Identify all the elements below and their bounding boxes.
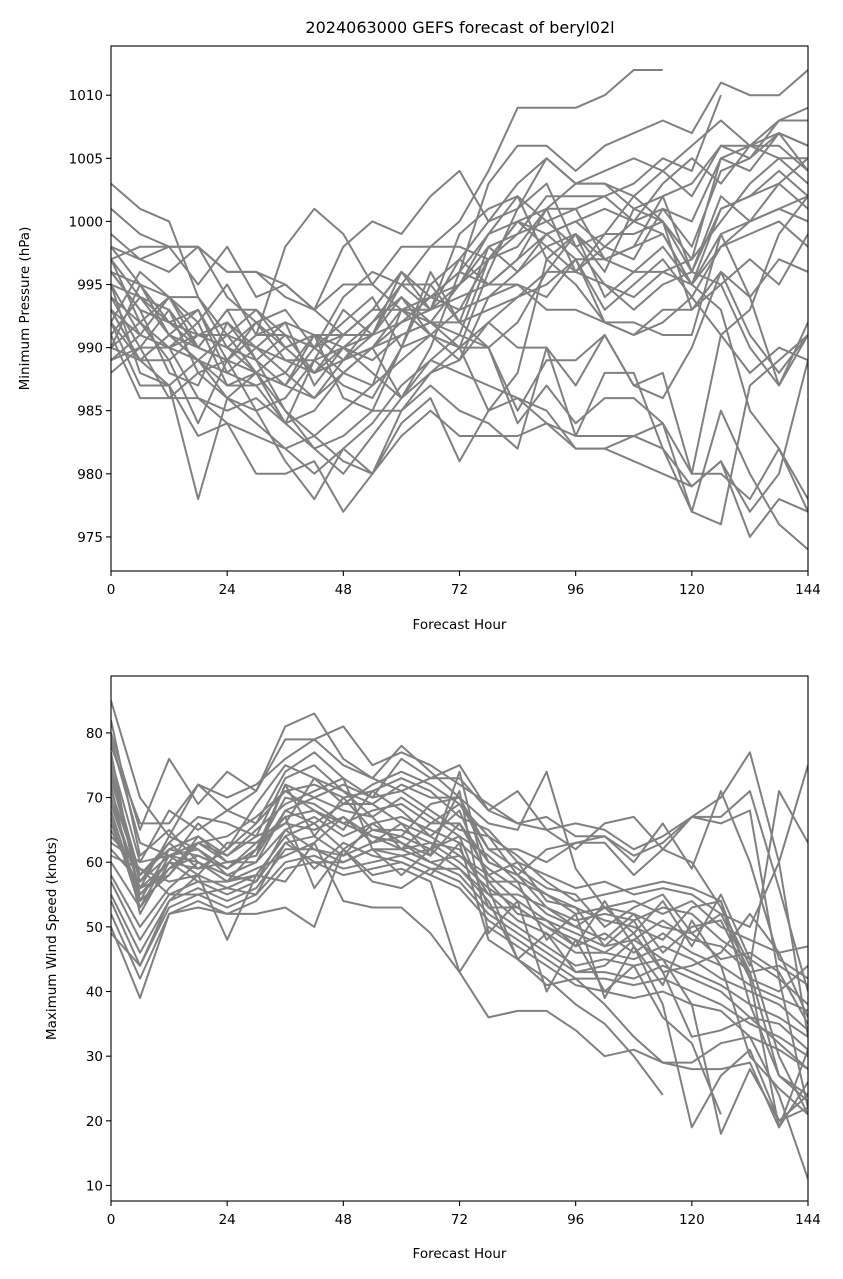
wind-y-tick-label: 70 (86, 791, 103, 807)
wind-series-m29 (111, 822, 808, 1116)
pressure-y-tick-label: 985 (77, 404, 103, 420)
wind-x-tick-label: 120 (679, 1212, 705, 1228)
wind-series-m24 (111, 777, 808, 1129)
pressure-x-tick-label: 0 (107, 582, 116, 598)
wind-y-tick-label: 50 (86, 920, 103, 936)
wind-y-tick-label: 40 (86, 985, 103, 1001)
pressure-series-m30 (111, 169, 808, 387)
wind-x-tick-label: 48 (335, 1212, 352, 1228)
pressure-series-m26 (111, 195, 808, 387)
wind-series-m15 (111, 848, 808, 1038)
pressure-y-tick-label: 1005 (69, 151, 103, 167)
wind-series-m30 (111, 835, 808, 974)
wind-series-m02 (111, 725, 808, 980)
pressure-y-tick-label: 980 (77, 467, 103, 483)
pressure-x-tick-label: 24 (219, 582, 236, 598)
wind-y-ticks: 10 20 30 40 50 60 70 80 (86, 726, 111, 1194)
wind-y-tick-label: 60 (86, 855, 103, 871)
pressure-x-axis-label: Forecast Hour (413, 617, 507, 633)
pressure-x-tick-label: 48 (335, 582, 352, 598)
wind-x-tick-label: 96 (567, 1212, 584, 1228)
pressure-series-m05 (111, 119, 808, 336)
pressure-y-tick-label: 1000 (69, 214, 103, 230)
pressure-series-m23 (111, 334, 808, 513)
pressure-x-ticks: 0 24 48 72 96 120 144 (107, 571, 821, 598)
pressure-x-tick-label: 120 (679, 582, 705, 598)
wind-plot: 0 24 48 72 96 120 144 10 20 30 40 50 60 70 80 Forecas… (44, 675, 821, 1262)
wind-x-axis-label: Forecast Hour (413, 1246, 507, 1262)
wind-series-m22 (111, 752, 722, 1115)
pressure-x-tick-label: 144 (795, 582, 821, 598)
wind-x-tick-label: 24 (219, 1212, 236, 1228)
pressure-y-axis-label: Minimum Pressure (hPa) (17, 227, 33, 391)
wind-series-m27 (111, 803, 808, 1096)
wind-x-tick-label: 144 (795, 1212, 821, 1228)
wind-x-tick-label: 0 (107, 1212, 116, 1228)
wind-series-m28 (111, 815, 808, 1129)
wind-series-m19 (111, 841, 808, 1129)
wind-y-tick-label: 20 (86, 1114, 103, 1130)
wind-y-axis-label: Maximum Wind Speed (knots) (44, 837, 60, 1040)
pressure-series-m24 (111, 132, 808, 374)
wind-series-m16 (111, 854, 808, 1051)
pressure-series-m29 (111, 207, 808, 500)
wind-series-m04 (111, 751, 808, 992)
wind-x-tick-label: 72 (451, 1212, 468, 1228)
wind-series-layer (111, 700, 808, 1180)
wind-y-tick-label: 30 (86, 1049, 103, 1065)
wind-series-m26 (111, 777, 808, 1103)
pressure-series-m28 (111, 195, 808, 387)
wind-x-ticks: 0 24 48 72 96 120 144 (107, 1201, 821, 1228)
chart-title: 2024063000 GEFS forecast of beryl02l (305, 18, 614, 37)
pressure-y-tick-label: 990 (77, 341, 103, 357)
pressure-y-tick-label: 975 (77, 530, 103, 546)
pressure-series-layer (111, 69, 808, 551)
pressure-y-ticks: 975 980 985 990 995 1000 1005 1010 (69, 88, 111, 546)
pressure-plot: 0 24 48 72 96 120 144 975 980 985 990 995 1000 1005 1… (17, 45, 821, 633)
pressure-x-tick-label: 72 (451, 582, 468, 598)
wind-y-tick-label: 10 (86, 1178, 103, 1194)
pressure-x-tick-label: 96 (567, 582, 584, 598)
pressure-y-tick-label: 1010 (69, 88, 103, 104)
pressure-y-tick-label: 995 (77, 278, 103, 294)
wind-series-m07 (111, 764, 808, 928)
pressure-series-m20 (111, 321, 808, 526)
pressure-series-m04 (111, 94, 722, 311)
wind-y-tick-label: 80 (86, 726, 103, 742)
